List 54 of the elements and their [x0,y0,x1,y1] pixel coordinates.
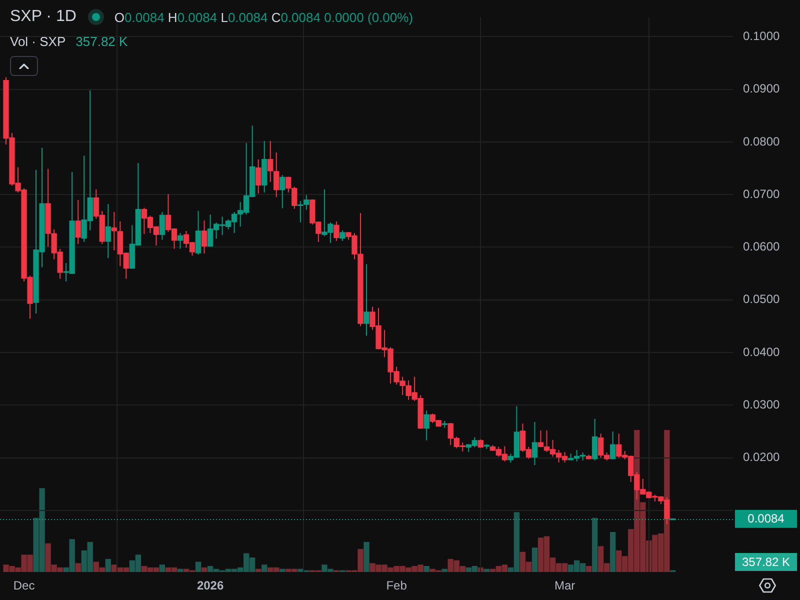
bar [364,542,370,572]
bar [75,563,81,572]
x-tick-label: 2026 [196,578,224,593]
y-tick-label: 0.1000 [743,28,780,43]
bar [532,548,538,572]
y-tick-label: 0.0700 [743,186,780,201]
candlestick [280,174,286,209]
candlestick [610,430,616,460]
x-tick-label: Mar [554,578,576,593]
annotation: Vol · SXP [10,34,66,48]
text: 357.82 K [742,554,790,569]
bar [195,562,202,572]
candlestick [177,232,184,250]
ref-line-label: 0.0084 [748,512,785,526]
candlestick [274,152,280,198]
y-tick-label: 0.0200 [743,450,780,464]
candlestick [159,211,166,240]
candlestick [334,220,340,242]
bar [105,558,111,572]
candlestick [532,422,538,466]
y-tick-label: 0.0800 [743,134,780,148]
y-tick-label: 0.0500 [743,292,780,306]
candlestick [195,210,202,256]
bar [484,568,490,572]
bar [262,564,268,572]
candlestick [75,199,81,245]
y-tick-label: 0.0600 [743,240,780,254]
bar [442,568,448,572]
text: O0.0084 H0.0084 L0.0084 C0.0084 0.0000 (0.00%) [114,10,414,24]
bar [256,568,262,572]
candlestick [111,211,117,251]
x-tick-label: Feb [386,578,408,593]
bar [177,568,184,572]
bar [280,568,286,572]
candlestick [592,418,598,461]
y-tick-label: 0.0400 [743,344,780,359]
candlestick [256,158,262,194]
candlestick [424,410,430,441]
y-tick-label: 0.0300 [743,397,780,412]
bar [424,566,430,572]
candlestick [105,204,111,259]
y-tick-label: 0.0900 [743,82,780,96]
bar [610,532,616,572]
annotation: 357.82 K [76,34,128,48]
x-tick-label: Dec [13,578,35,593]
candlestick [364,264,370,336]
bar [201,567,208,572]
bar [159,564,166,572]
chart-title: SXP · 1D [10,8,76,26]
candlestick [201,220,208,254]
bar [592,518,598,572]
candlestick [268,140,274,182]
candlestick [340,230,346,242]
bar [586,566,592,572]
